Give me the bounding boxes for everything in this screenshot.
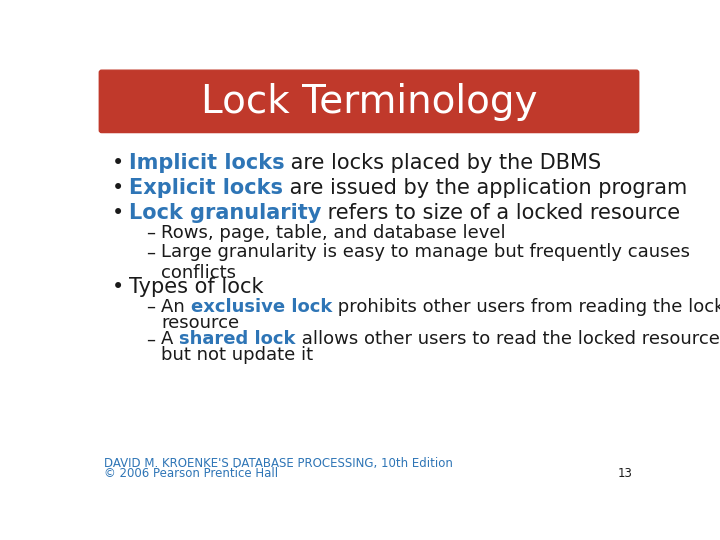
Text: •: •	[112, 178, 124, 198]
Text: •: •	[112, 202, 124, 222]
Text: allows other users to read the locked resource,: allows other users to read the locked re…	[296, 330, 720, 348]
Text: Lock granularity: Lock granularity	[129, 202, 321, 222]
Text: •: •	[112, 153, 124, 173]
Text: Explicit locks: Explicit locks	[129, 178, 283, 198]
Text: © 2006 Pearson Prentice Hall: © 2006 Pearson Prentice Hall	[104, 467, 278, 480]
Text: refers to size of a locked resource: refers to size of a locked resource	[321, 202, 680, 222]
Text: prohibits other users from reading the locked: prohibits other users from reading the l…	[332, 298, 720, 316]
Text: An: An	[161, 298, 191, 316]
Text: Implicit locks: Implicit locks	[129, 153, 284, 173]
Text: DAVID M. KROENKE'S DATABASE PROCESSING, 10th Edition: DAVID M. KROENKE'S DATABASE PROCESSING, …	[104, 457, 453, 470]
Text: 13: 13	[618, 467, 632, 480]
Text: are issued by the application program: are issued by the application program	[283, 178, 687, 198]
Text: resource: resource	[161, 314, 240, 332]
Text: A: A	[161, 330, 179, 348]
FancyBboxPatch shape	[99, 70, 639, 132]
Text: Rows, page, table, and database level: Rows, page, table, and database level	[161, 224, 506, 242]
Text: –: –	[145, 298, 155, 316]
Text: shared lock: shared lock	[179, 330, 296, 348]
Text: Types of lock: Types of lock	[129, 276, 264, 296]
Text: –: –	[145, 244, 155, 261]
Text: Lock Terminology: Lock Terminology	[201, 83, 537, 121]
Text: –: –	[145, 224, 155, 242]
Text: are locks placed by the DBMS: are locks placed by the DBMS	[284, 153, 601, 173]
Text: •: •	[112, 276, 124, 296]
Text: Large granularity is easy to manage but frequently causes
conflicts: Large granularity is easy to manage but …	[161, 244, 690, 282]
Text: but not update it: but not update it	[161, 346, 313, 364]
Text: exclusive lock: exclusive lock	[191, 298, 332, 316]
Text: –: –	[145, 330, 155, 348]
